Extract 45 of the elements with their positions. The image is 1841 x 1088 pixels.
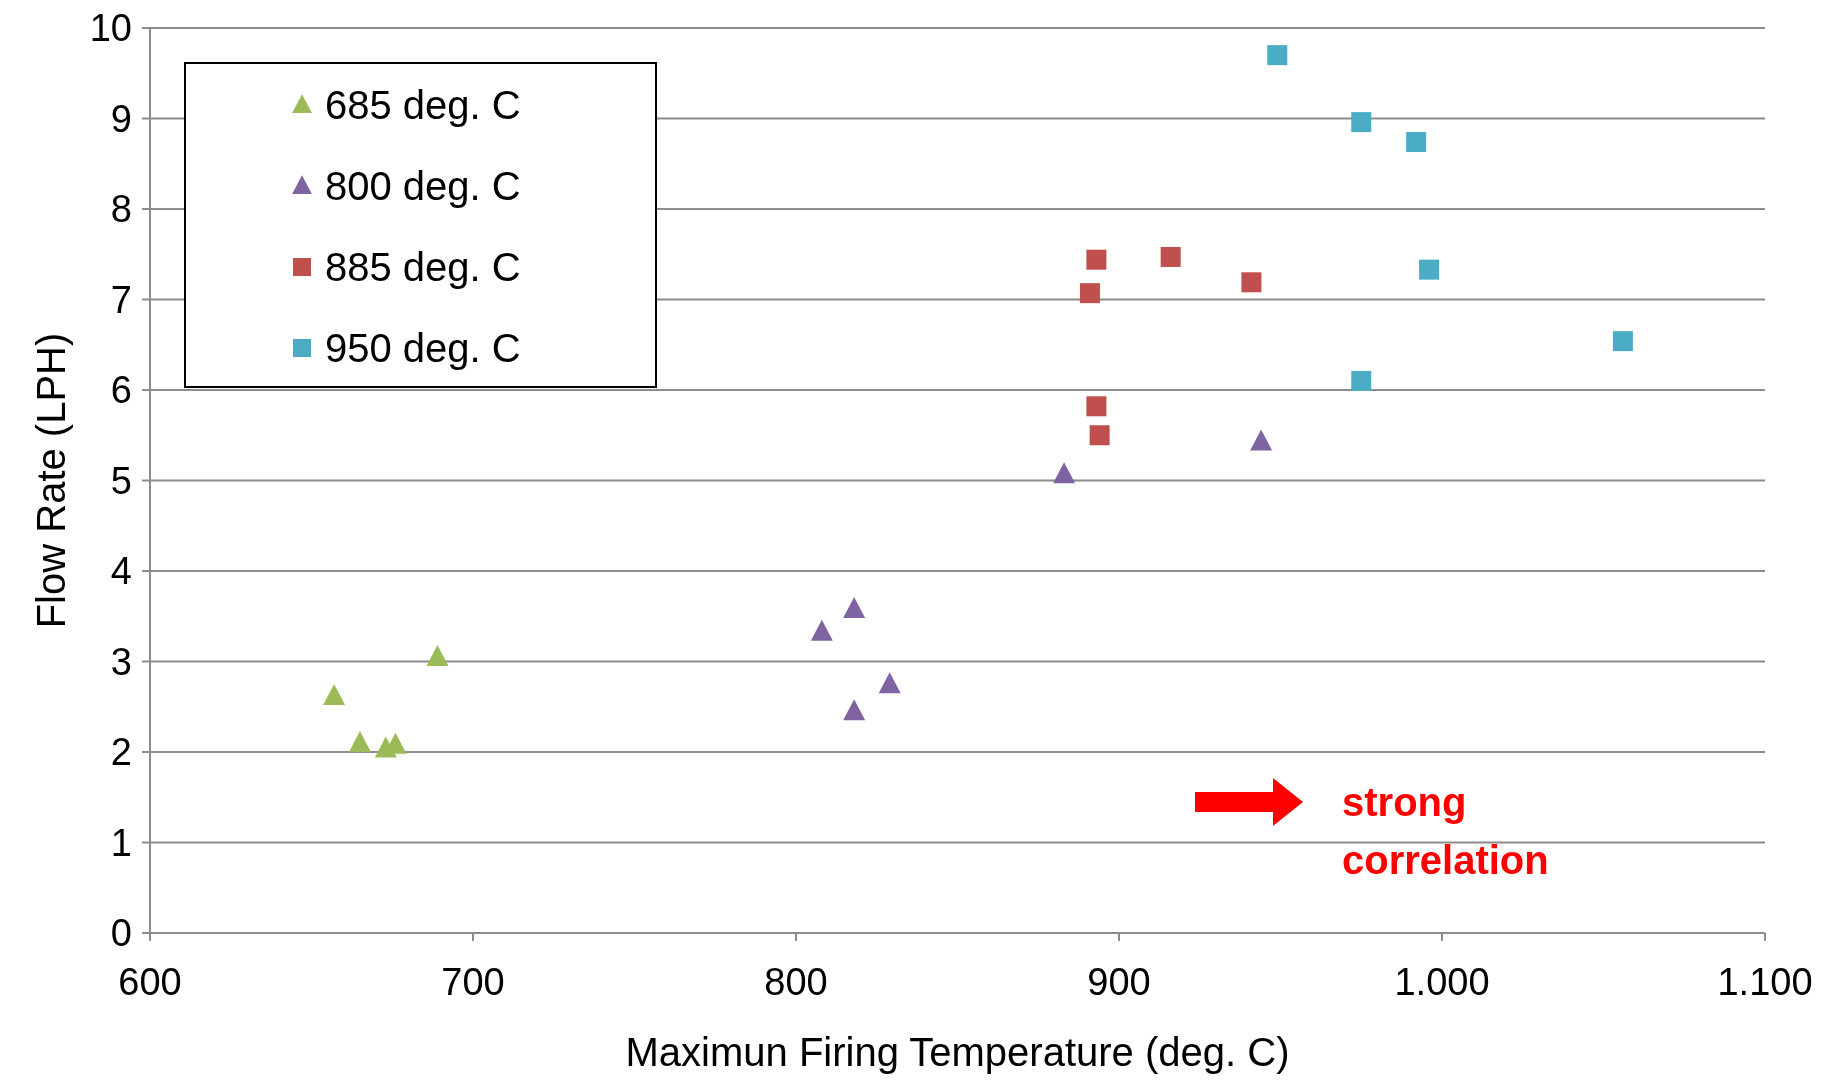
point (1267, 45, 1288, 66)
y-tick-label: 10 (89, 7, 132, 50)
point (843, 597, 866, 619)
point (1250, 429, 1273, 451)
x-axis-title: Maximun Firing Temperature (deg. C) (625, 1030, 1290, 1074)
point (1086, 249, 1107, 270)
y-tick-label: 4 (110, 550, 132, 593)
annotation: strong correlation (1342, 780, 1549, 882)
point (426, 644, 449, 666)
point (1086, 396, 1107, 417)
legend-label: 950 deg. C (325, 326, 521, 370)
y-tick-label: 0 (110, 912, 132, 955)
point (1419, 259, 1440, 280)
y-tick-label: 6 (110, 369, 132, 412)
y-tick-label: 9 (110, 97, 132, 140)
point (1612, 331, 1633, 352)
point (1053, 462, 1076, 484)
point (843, 699, 866, 721)
point (1089, 425, 1110, 446)
y-tick-label: 5 (110, 459, 132, 502)
x-tick-label: 900 (1087, 961, 1151, 1003)
x-tick-label: 1.000 (1394, 961, 1490, 1003)
point (1351, 112, 1372, 133)
point (1351, 370, 1372, 391)
point (348, 730, 371, 752)
y-tick-label: 7 (110, 278, 132, 321)
legend-label: 800 deg. C (325, 164, 521, 208)
y-tick-label: 2 (110, 731, 132, 774)
point (1079, 283, 1100, 304)
point (1241, 272, 1262, 293)
x-tick-label: 1.100 (1717, 961, 1813, 1003)
point (810, 619, 833, 641)
y-tick-label: 8 (110, 188, 132, 231)
x-tick-label: 700 (441, 961, 505, 1003)
point (323, 683, 346, 705)
y-tick-label: 1 (110, 821, 132, 864)
y-axis-title: Flow Rate (LPH) (29, 332, 73, 629)
legend-label: 885 deg. C (325, 245, 521, 289)
y-tick-label: 3 (110, 640, 132, 683)
point (1406, 132, 1427, 153)
x-tick-label: 600 (118, 961, 182, 1003)
point (1160, 246, 1181, 267)
x-tick-label: 800 (764, 961, 828, 1003)
legend-label: 685 deg. C (325, 83, 521, 127)
point (878, 672, 901, 694)
